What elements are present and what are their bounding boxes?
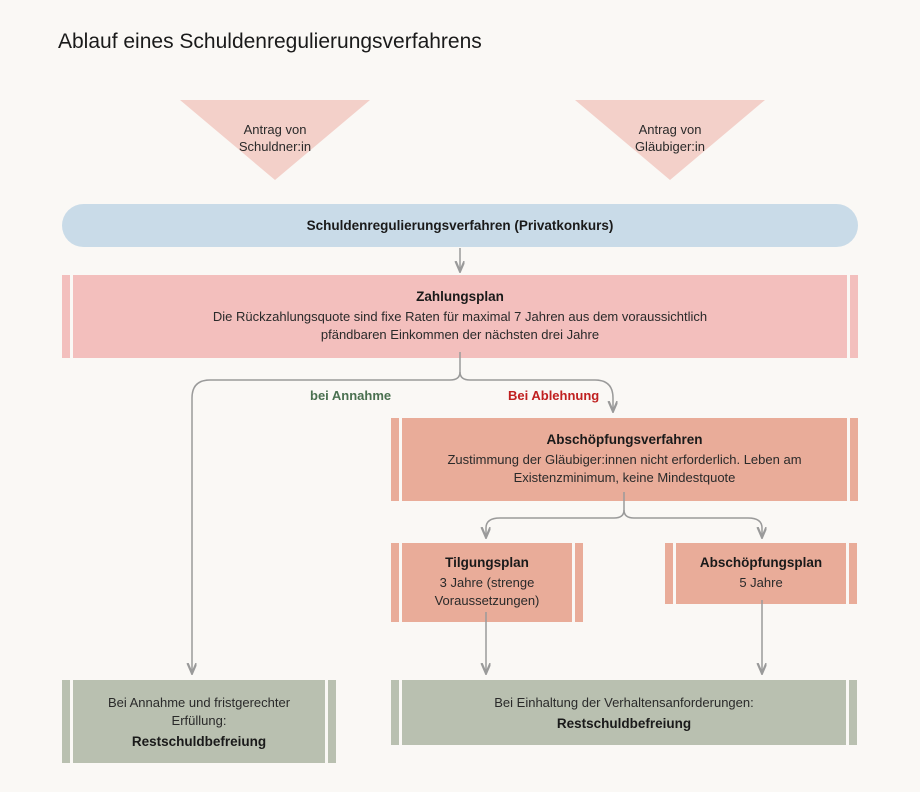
node-result-right-title: Restschuldbefreiung <box>420 716 828 731</box>
node-result-left-body: Bei Annahme und fristgerechter Erfüllung… <box>91 694 307 730</box>
decorative-bar <box>575 543 583 622</box>
decorative-bar <box>328 680 336 763</box>
node-tilgungsplan-title: Tilgungsplan <box>414 555 560 570</box>
decorative-bar <box>391 680 399 745</box>
label-accept: bei Annahme <box>310 388 391 403</box>
arrows-layer <box>0 0 920 792</box>
node-abschoepfung-title: Abschöpfungsverfahren <box>430 432 819 447</box>
decorative-bar <box>850 275 858 358</box>
node-tilgungsplan-body: 3 Jahre (strenge Voraussetzungen) <box>414 574 560 610</box>
node-result-right: Bei Einhaltung der Verhaltensanforderung… <box>402 680 846 745</box>
triangle-creditor-label-1: Antrag von <box>639 122 702 137</box>
node-abschoepfungsplan: Abschöpfungsplan 5 Jahre <box>676 543 846 604</box>
node-result-left: Bei Annahme und fristgerechter Erfüllung… <box>73 680 325 763</box>
node-abschoepfung-body: Zustimmung der Gläubiger:innen nicht erf… <box>430 451 819 487</box>
triangle-creditor-label: Antrag von Gläubiger:in <box>625 122 715 156</box>
node-privatkonkurs: Schuldenregulierungsverfahren (Privatkon… <box>62 204 858 247</box>
decorative-bar <box>665 543 673 604</box>
node-zahlungsplan-title: Zahlungsplan <box>103 289 817 304</box>
triangle-debtor-label-2: Schuldner:in <box>239 139 311 154</box>
decorative-bar <box>391 543 399 622</box>
node-zahlungsplan: Zahlungsplan Die Rückzahlungsquote sind … <box>73 275 847 358</box>
decorative-bar <box>850 418 858 501</box>
decorative-bar <box>62 275 70 358</box>
decorative-bar <box>391 418 399 501</box>
node-zahlungsplan-body: Die Rückzahlungsquote sind fixe Raten fü… <box>180 308 740 344</box>
decorative-bar <box>849 543 857 604</box>
triangle-debtor-label-1: Antrag von <box>244 122 307 137</box>
node-result-right-body: Bei Einhaltung der Verhaltensanforderung… <box>420 694 828 712</box>
page-title: Ablauf eines Schuldenregulierungsverfahr… <box>58 30 482 54</box>
node-abschoepfungsplan-title: Abschöpfungsplan <box>688 555 834 570</box>
node-privatkonkurs-title: Schuldenregulierungsverfahren (Privatkon… <box>307 218 614 233</box>
node-abschoepfung: Abschöpfungsverfahren Zustimmung der Glä… <box>402 418 847 501</box>
triangle-debtor-label: Antrag von Schuldner:in <box>230 122 320 156</box>
decorative-bar <box>62 680 70 763</box>
decorative-bar <box>849 680 857 745</box>
node-abschoepfungsplan-body: 5 Jahre <box>688 574 834 592</box>
label-reject: Bei Ablehnung <box>508 388 599 403</box>
node-tilgungsplan: Tilgungsplan 3 Jahre (strenge Voraussetz… <box>402 543 572 622</box>
node-result-left-title: Restschuldbefreiung <box>91 734 307 749</box>
triangle-creditor-label-2: Gläubiger:in <box>635 139 705 154</box>
